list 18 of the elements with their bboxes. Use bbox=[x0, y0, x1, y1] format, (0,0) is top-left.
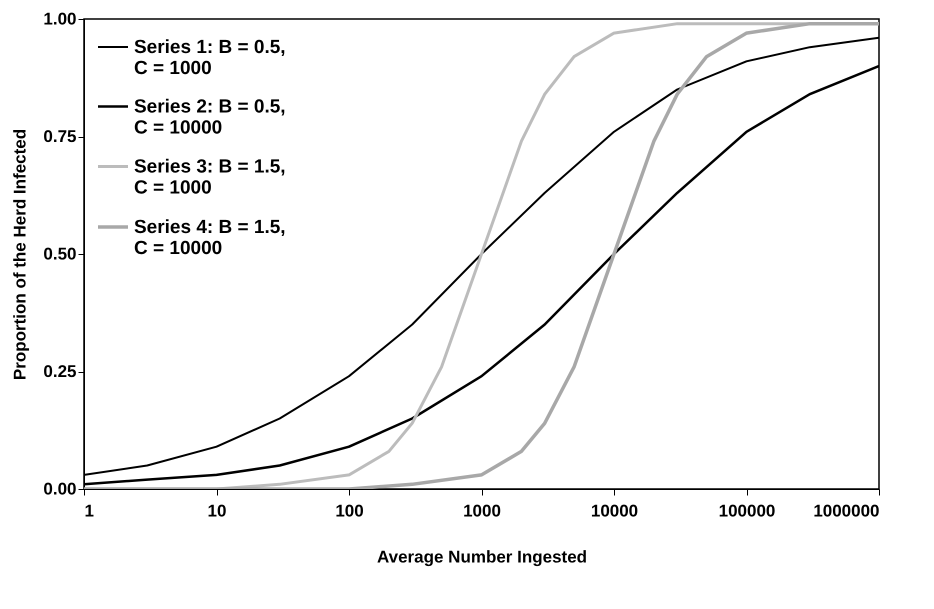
x-tick-label: 100000 bbox=[718, 502, 776, 520]
legend-label: Series 4: B = 1.5, C = 10000 bbox=[134, 217, 286, 259]
x-tick-label: 10 bbox=[208, 502, 226, 520]
x-tick-label: 10000 bbox=[590, 502, 638, 520]
legend-label: Series 2: B = 0.5, C = 10000 bbox=[134, 96, 286, 138]
legend-label: Series 1: B = 0.5, C = 1000 bbox=[134, 37, 286, 79]
y-axis-title: Proportion of the Herd Infected bbox=[10, 128, 30, 380]
x-tick-label: 100 bbox=[335, 502, 364, 520]
x-tick-label: 1000000 bbox=[813, 502, 880, 520]
y-tick-label: 1.00 bbox=[43, 10, 76, 28]
y-tick-label: 0.50 bbox=[43, 244, 76, 264]
x-tick-label: 1000 bbox=[463, 502, 501, 520]
y-tick-label: 0.25 bbox=[43, 362, 76, 381]
y-tick-label: 0.00 bbox=[43, 480, 76, 498]
x-axis-title: Average Number Ingested bbox=[376, 548, 588, 566]
legend-label: Series 3: B = 1.5, C = 1000 bbox=[134, 156, 286, 198]
x-tick-label: 1 bbox=[84, 502, 94, 520]
y-tick-label: 0.75 bbox=[43, 127, 76, 146]
